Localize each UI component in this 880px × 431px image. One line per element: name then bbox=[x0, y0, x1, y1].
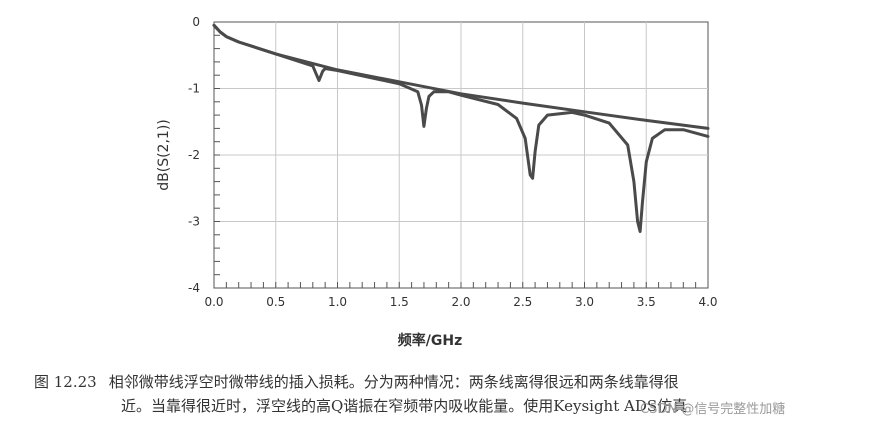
series-line-2 bbox=[212, 23, 710, 233]
figure-number: 图 12.23 bbox=[34, 373, 97, 391]
y-tick-label: -1 bbox=[188, 82, 200, 96]
x-tick-label: 3.5 bbox=[637, 295, 656, 309]
x-axis-label: 频率/GHz bbox=[398, 332, 462, 349]
insertion-loss-chart: 0.0 0.5 1.0 1.5 2.0 2.5 3.0 3.5 4.0 0 -1 -2 -3 -4 dB… bbox=[156, 15, 718, 349]
y-tick-label: -4 bbox=[188, 281, 200, 295]
y-tick-label: -3 bbox=[188, 215, 200, 229]
x-tick-label: 1.0 bbox=[328, 295, 347, 309]
x-tick-label: 0.5 bbox=[266, 295, 285, 309]
x-tick-label: 2.0 bbox=[451, 295, 470, 309]
y-tick-label: -2 bbox=[188, 148, 200, 162]
x-tick-label: 1.5 bbox=[390, 295, 409, 309]
caption-line-1: 相邻微带线浮空时微带线的插入损耗。分为两种情况：两条线离得很远和两条线靠得很 bbox=[108, 373, 679, 391]
x-tick-label: 4.0 bbox=[698, 295, 717, 309]
y-tick-label: 0 bbox=[192, 15, 200, 29]
minor-ticks bbox=[213, 21, 709, 289]
caption-line-2: 近。当靠得很近时，浮空线的高Q谐振在窄频带内吸收能量。使用Keysight AD… bbox=[121, 397, 688, 415]
x-tick-label: 0.0 bbox=[204, 295, 223, 309]
y-axis-label: dB(S(2,1)) bbox=[156, 119, 172, 191]
y-tick-labels: 0 -1 -2 -3 -4 bbox=[188, 15, 200, 295]
x-tick-label: 2.5 bbox=[513, 295, 532, 309]
grid-lines bbox=[214, 22, 708, 288]
watermark: CSDN @信号完整性加糖 bbox=[640, 402, 786, 417]
x-tick-label: 3.0 bbox=[575, 295, 594, 309]
series-layer bbox=[212, 23, 710, 233]
figure-caption: 图 12.23 相邻微带线浮空时微带线的插入损耗。分为两种情况：两条线离得很远和两… bbox=[34, 370, 854, 418]
x-tick-labels: 0.0 0.5 1.0 1.5 2.0 2.5 3.0 3.5 4.0 bbox=[204, 295, 717, 309]
